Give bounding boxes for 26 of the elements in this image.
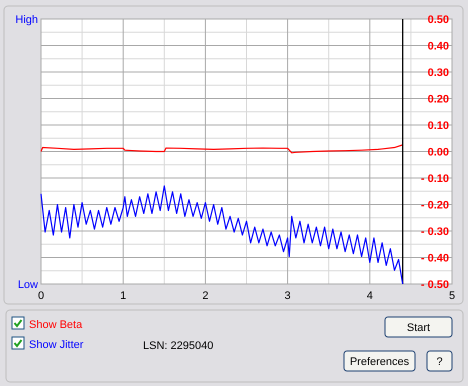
y-tick-label: 0.00 [428,146,449,158]
y-tick-label: - 0.50 [420,279,449,291]
text: Show Beta [29,319,84,331]
text: Start [406,322,430,334]
y-tick-label: 0.20 [428,94,449,106]
text: ? [436,356,443,368]
y-tick-label: 0.50 [428,14,449,26]
text: Show Jitter [29,339,84,351]
x-tick-label: 4 [366,290,373,302]
y-tick-label: 0.10 [428,120,449,132]
y-tick-label: - 0.20 [420,200,449,212]
text: Preferences [350,356,410,368]
x-tick-label: 0 [38,290,44,302]
y-tick-label: 0.30 [428,67,449,79]
y-tick-label: 0.40 [428,40,449,52]
text: Low [18,279,38,291]
y-tick-label: - 0.40 [420,252,449,264]
y-tick-label: - 0.10 [420,173,449,185]
x-tick-label: 3 [284,290,291,302]
y-tick-label: - 0.30 [420,226,449,238]
text: High [15,14,38,26]
line-series [40,144,404,154]
x-tick-label: 2 [202,290,208,302]
text: LSN: 2295040 [143,340,214,352]
x-tick-label: 1 [120,290,126,302]
x-tick-label: 5 [448,290,456,302]
